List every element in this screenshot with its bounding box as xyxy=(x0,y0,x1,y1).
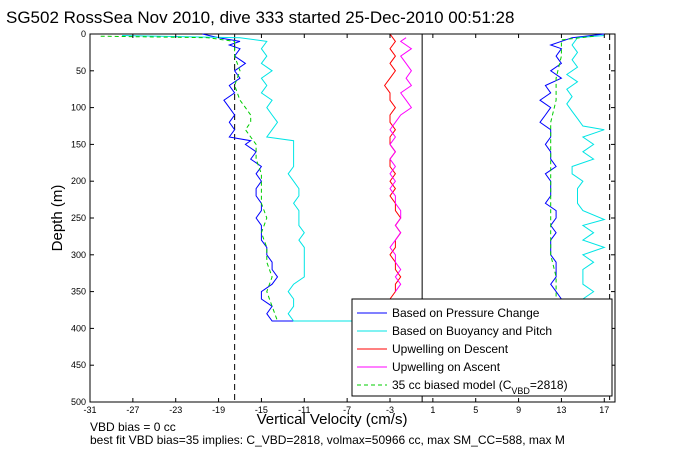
series-line-6 xyxy=(565,35,606,300)
legend-box xyxy=(351,298,613,397)
x-tick-label: 5 xyxy=(473,405,478,415)
y-axis-label: Depth (m) xyxy=(49,185,66,252)
y-tick-label: 50 xyxy=(76,66,86,76)
legend-label-3: Upwelling on Ascent xyxy=(392,360,501,374)
series-line-4 xyxy=(100,35,278,322)
y-tick-label: 100 xyxy=(71,103,86,113)
series-group xyxy=(100,33,606,322)
series-line-7 xyxy=(550,35,594,299)
y-tick-label: 450 xyxy=(71,360,86,370)
y-tick-label: 300 xyxy=(71,250,86,260)
legend-label-1: Based on Buoyancy and Pitch xyxy=(392,324,552,338)
x-tick-label: 9 xyxy=(516,405,521,415)
y-tick-label: 350 xyxy=(71,287,86,297)
legend-label-tail: =2818) xyxy=(530,378,568,392)
series-line-3 xyxy=(389,37,413,292)
x-tick-label: -27 xyxy=(126,405,139,415)
x-tick-label: -3 xyxy=(386,405,394,415)
x-tick-label: -11 xyxy=(298,405,310,415)
x-tick-label: -15 xyxy=(255,405,268,415)
legend-label-main: 35 cc biased model (C xyxy=(392,378,512,392)
x-tick-label: -19 xyxy=(212,405,225,415)
x-tick-label: -7 xyxy=(343,405,351,415)
x-tick-label: 17 xyxy=(599,405,609,415)
x-axis-label: Vertical Velocity (cm/s) xyxy=(257,411,408,428)
footer-line-2: best fit VBD bias=35 implies: C_VBD=2818… xyxy=(90,433,565,447)
chart-title: SG502 RossSea Nov 2010, dive 333 started… xyxy=(6,8,514,27)
legend-label-0: Based on Pressure Change xyxy=(392,306,540,320)
x-tick-label: 1 xyxy=(430,405,435,415)
y-tick-label: 500 xyxy=(71,397,86,407)
y-tick-label: 200 xyxy=(71,176,86,186)
series-line-1 xyxy=(122,35,390,322)
y-tick-label: 150 xyxy=(71,139,86,149)
x-ticks: -31 -27 -23 -19 -15 -11 -7 -3 1 5 9 13 17 xyxy=(83,34,609,415)
footer-line-1: VBD bias = 0 cc xyxy=(90,420,176,434)
y-tick-label: 250 xyxy=(71,213,86,223)
y-tick-label: 400 xyxy=(71,323,86,333)
y-ticks: 0 50 100 150 200 250 300 350 400 450 500 xyxy=(71,29,615,407)
legend: Based on Pressure Change Based on Buoyanc… xyxy=(351,298,613,397)
x-tick-label: 13 xyxy=(556,405,566,415)
x-tick-label: -23 xyxy=(169,405,182,415)
legend-label-2: Upwelling on Descent xyxy=(392,342,509,356)
series-line-0 xyxy=(202,33,396,322)
legend-label-4: 35 cc biased model (CVBD=2818) xyxy=(392,378,568,396)
x-tick-label: -31 xyxy=(83,405,96,415)
series-line-2 xyxy=(383,33,402,300)
y-tick-label: 0 xyxy=(81,29,86,39)
legend-label-subscript: VBD xyxy=(511,386,530,396)
